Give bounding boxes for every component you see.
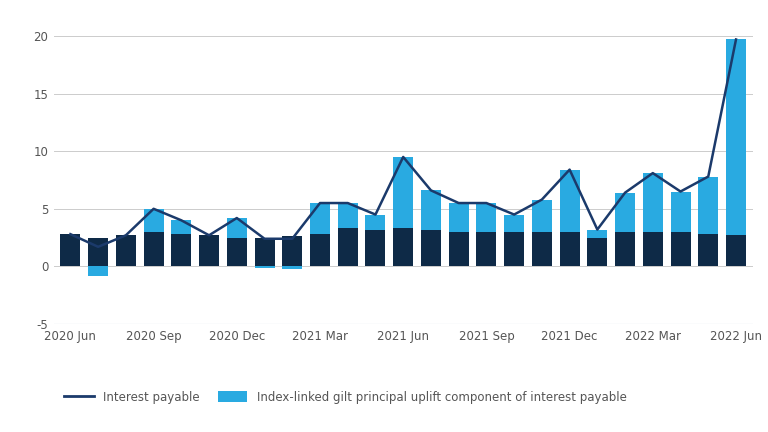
Bar bbox=[338, 203, 358, 229]
Bar bbox=[88, 267, 108, 276]
Bar bbox=[726, 39, 746, 235]
Bar bbox=[310, 203, 330, 234]
Bar bbox=[88, 238, 108, 267]
Bar bbox=[615, 193, 635, 232]
Bar bbox=[698, 234, 718, 267]
Bar bbox=[116, 235, 136, 267]
Bar bbox=[227, 238, 247, 267]
Bar bbox=[670, 232, 690, 267]
Bar bbox=[144, 209, 164, 232]
Bar bbox=[476, 232, 496, 267]
Bar bbox=[338, 229, 358, 267]
Bar bbox=[144, 232, 164, 267]
Legend: Interest payable, Index-linked gilt principal uplift component of interest payab: Interest payable, Index-linked gilt prin… bbox=[60, 386, 631, 408]
Bar bbox=[310, 234, 330, 267]
Bar bbox=[421, 191, 441, 229]
Bar bbox=[532, 200, 552, 232]
Bar bbox=[449, 232, 468, 267]
Bar bbox=[283, 267, 303, 269]
Bar bbox=[588, 229, 607, 238]
Bar bbox=[254, 238, 274, 267]
Bar bbox=[588, 238, 607, 267]
Bar bbox=[726, 235, 746, 267]
Bar bbox=[393, 229, 413, 267]
Bar bbox=[504, 215, 524, 232]
Bar bbox=[504, 232, 524, 267]
Bar bbox=[643, 232, 663, 267]
Bar bbox=[532, 232, 552, 267]
Bar bbox=[421, 229, 441, 267]
Bar bbox=[449, 203, 468, 232]
Bar bbox=[171, 234, 191, 267]
Bar bbox=[283, 236, 303, 267]
Bar bbox=[227, 218, 247, 238]
Bar bbox=[643, 173, 663, 232]
Bar bbox=[199, 235, 219, 267]
Bar bbox=[171, 220, 191, 234]
Bar bbox=[615, 232, 635, 267]
Bar bbox=[560, 170, 580, 232]
Bar bbox=[560, 232, 580, 267]
Bar bbox=[670, 191, 690, 232]
Bar bbox=[366, 215, 386, 229]
Bar bbox=[61, 234, 81, 267]
Bar bbox=[393, 157, 413, 229]
Bar bbox=[366, 229, 386, 267]
Bar bbox=[476, 203, 496, 232]
Bar bbox=[698, 177, 718, 234]
